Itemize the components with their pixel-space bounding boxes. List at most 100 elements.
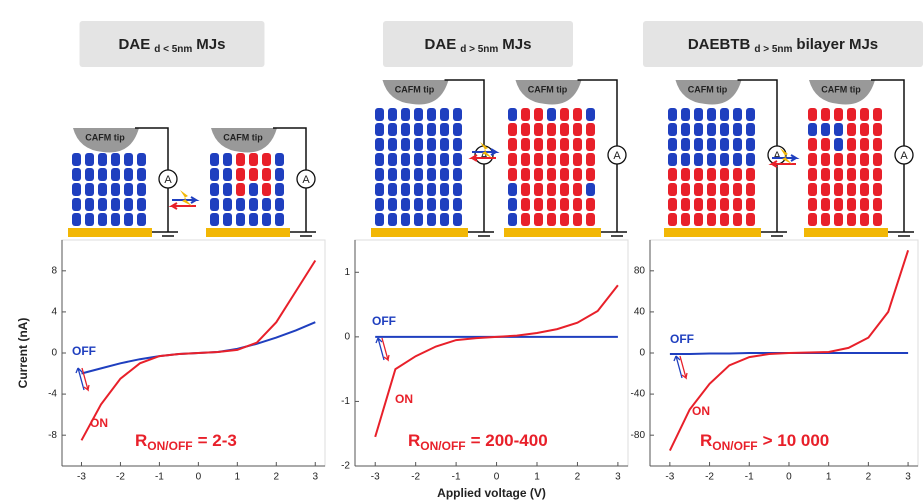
molecule xyxy=(733,198,742,211)
molecule xyxy=(375,183,384,196)
molecule xyxy=(521,108,530,121)
title-suffix: MJs xyxy=(196,36,225,53)
molecule xyxy=(733,168,742,181)
series-label: ON xyxy=(395,392,413,406)
molecule xyxy=(873,123,882,136)
ammeter-label: A xyxy=(164,174,172,186)
molecule xyxy=(262,168,271,181)
molecule xyxy=(733,108,742,121)
light-bolt xyxy=(780,148,792,164)
y-tick-label: 0 xyxy=(51,348,57,359)
series-label: OFF xyxy=(670,332,694,346)
molecule xyxy=(873,213,882,226)
molecule xyxy=(98,183,107,196)
molecule xyxy=(521,213,530,226)
molecule xyxy=(681,213,690,226)
ammeter xyxy=(894,145,914,165)
molecule xyxy=(560,168,569,181)
molecule xyxy=(586,183,595,196)
molecule xyxy=(733,213,742,226)
molecule xyxy=(746,138,755,151)
molecule xyxy=(137,213,146,226)
molecule xyxy=(85,213,94,226)
molecule xyxy=(401,123,410,136)
molecule xyxy=(821,198,830,211)
y-tick-label: -8 xyxy=(48,430,57,441)
molecule xyxy=(573,123,582,136)
molecule xyxy=(249,198,258,211)
y-tick-label: 40 xyxy=(634,307,646,318)
series-label: ON xyxy=(692,404,710,418)
molecule xyxy=(236,183,245,196)
y-tick-label: -40 xyxy=(631,389,646,400)
molecule xyxy=(508,213,517,226)
molecule xyxy=(124,183,133,196)
molecule xyxy=(808,108,817,121)
molecule xyxy=(453,213,462,226)
molecule xyxy=(262,213,271,226)
x-tick-label: 2 xyxy=(866,472,872,483)
y-tick-label: 0 xyxy=(639,348,645,359)
x-tick-label: -1 xyxy=(745,472,754,483)
molecule xyxy=(521,123,530,136)
molecule xyxy=(821,138,830,151)
molecule xyxy=(694,183,703,196)
molecule xyxy=(401,198,410,211)
molecule xyxy=(401,168,410,181)
molecule xyxy=(668,213,677,226)
molecule xyxy=(440,213,449,226)
molecule xyxy=(834,213,843,226)
molecule xyxy=(668,123,677,136)
molecule xyxy=(860,108,869,121)
molecule xyxy=(847,183,856,196)
y-tick-label: -1 xyxy=(341,396,350,407)
molecule xyxy=(547,168,556,181)
molecule xyxy=(453,198,462,211)
y-tick-label: -2 xyxy=(341,461,350,472)
x-tick-label: 3 xyxy=(615,472,621,483)
ratio-value: = 2-3 xyxy=(198,431,237,450)
molecule xyxy=(453,123,462,136)
arrow-red xyxy=(468,154,496,162)
molecule xyxy=(111,198,120,211)
molecule xyxy=(124,168,133,181)
molecule xyxy=(521,183,530,196)
molecule xyxy=(720,138,729,151)
ammeter-label: A xyxy=(613,150,621,162)
molecule xyxy=(547,138,556,151)
molecule xyxy=(440,198,449,211)
molecule xyxy=(275,183,284,196)
molecule xyxy=(414,123,423,136)
molecule xyxy=(534,138,543,151)
molecule xyxy=(534,123,543,136)
molecule xyxy=(586,123,595,136)
molecule xyxy=(534,108,543,121)
molecule xyxy=(821,213,830,226)
title-sub: d > 5nm xyxy=(460,44,498,55)
molecule xyxy=(573,138,582,151)
y-tick-label: 0 xyxy=(344,331,350,342)
molecule xyxy=(508,198,517,211)
molecule xyxy=(440,183,449,196)
arrow-blue xyxy=(172,196,200,204)
molecule xyxy=(834,123,843,136)
molecule xyxy=(586,213,595,226)
molecule xyxy=(834,108,843,121)
molecule xyxy=(847,153,856,166)
x-tick-label: -3 xyxy=(665,472,674,483)
molecule xyxy=(275,198,284,211)
molecule xyxy=(834,153,843,166)
ratio-sub: ON/OFF xyxy=(712,439,757,453)
molecule xyxy=(388,123,397,136)
molecule xyxy=(681,108,690,121)
molecule xyxy=(440,108,449,121)
data-line xyxy=(668,249,910,452)
molecule xyxy=(440,123,449,136)
ratio-value: > 10 000 xyxy=(763,431,830,450)
ratio-sub: ON/OFF xyxy=(420,439,465,453)
ammeter xyxy=(158,169,178,189)
molecule xyxy=(694,108,703,121)
molecule xyxy=(236,153,245,166)
molecule xyxy=(275,153,284,166)
molecule xyxy=(236,168,245,181)
